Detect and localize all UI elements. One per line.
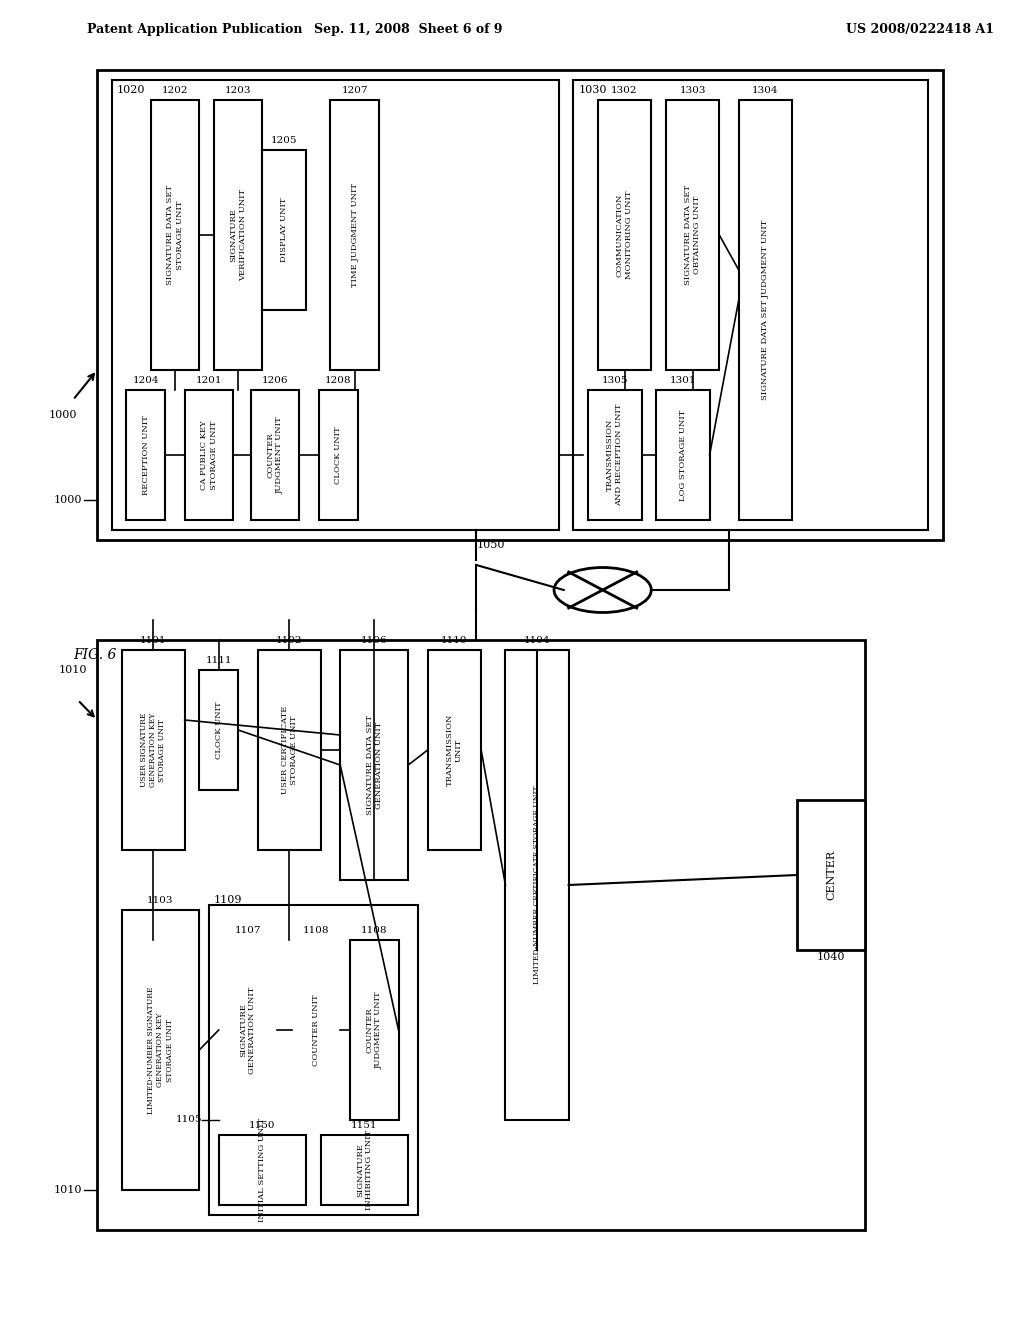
- Text: 1104: 1104: [524, 636, 550, 645]
- Text: FIG. 6: FIG. 6: [73, 648, 117, 663]
- FancyBboxPatch shape: [331, 100, 379, 370]
- FancyBboxPatch shape: [151, 100, 200, 370]
- Text: TIME JUDGMENT UNIT: TIME JUDGMENT UNIT: [351, 183, 358, 286]
- FancyBboxPatch shape: [214, 100, 262, 370]
- Text: 1107: 1107: [234, 927, 261, 935]
- FancyBboxPatch shape: [797, 800, 865, 950]
- Text: 1151: 1151: [351, 1121, 378, 1130]
- Text: DISPLAY UNIT: DISPLAY UNIT: [281, 198, 289, 263]
- FancyBboxPatch shape: [97, 70, 943, 540]
- Text: COMMUNICATION
MONITORING UNIT: COMMUNICATION MONITORING UNIT: [615, 191, 633, 280]
- Text: 1204: 1204: [132, 376, 159, 385]
- Text: USER CERTIFICATE
STORAGE UNIT: USER CERTIFICATE STORAGE UNIT: [281, 706, 298, 795]
- Text: 1102: 1102: [275, 636, 302, 645]
- FancyBboxPatch shape: [122, 649, 184, 850]
- Text: 1111: 1111: [206, 656, 232, 665]
- Text: Patent Application Publication: Patent Application Publication: [87, 24, 303, 37]
- Text: CLOCK UNIT: CLOCK UNIT: [215, 701, 222, 759]
- Text: 1301: 1301: [670, 376, 696, 385]
- Text: 1010: 1010: [54, 1185, 83, 1195]
- Text: CENTER: CENTER: [826, 850, 836, 900]
- Text: 1202: 1202: [162, 86, 188, 95]
- FancyBboxPatch shape: [506, 649, 568, 1119]
- Text: SIGNATURE DATA SET
GENERATION UNIT: SIGNATURE DATA SET GENERATION UNIT: [366, 715, 383, 814]
- FancyBboxPatch shape: [200, 671, 239, 789]
- Text: TRANSMISSION
UNIT: TRANSMISSION UNIT: [445, 714, 463, 787]
- Text: SIGNATURE
VERIFICATION UNIT: SIGNATURE VERIFICATION UNIT: [229, 189, 247, 281]
- Text: LIMITED-NUMBER CERTIFICATE STORAGE UNIT: LIMITED-NUMBER CERTIFICATE STORAGE UNIT: [534, 785, 541, 985]
- Text: 1030: 1030: [579, 84, 607, 95]
- FancyBboxPatch shape: [588, 389, 641, 520]
- Text: 1108: 1108: [361, 927, 387, 935]
- Text: 1020: 1020: [117, 84, 145, 95]
- FancyBboxPatch shape: [656, 389, 710, 520]
- Text: 1150: 1150: [249, 1121, 275, 1130]
- FancyBboxPatch shape: [262, 150, 306, 310]
- FancyBboxPatch shape: [112, 81, 559, 531]
- FancyBboxPatch shape: [573, 81, 929, 531]
- FancyBboxPatch shape: [598, 100, 651, 370]
- Text: 1206: 1206: [262, 376, 289, 385]
- Text: SIGNATURE DATA SET JUDGMENT UNIT: SIGNATURE DATA SET JUDGMENT UNIT: [762, 220, 769, 400]
- FancyBboxPatch shape: [321, 1135, 409, 1205]
- Text: LIMITED-NUMBER SIGNATURE
GENERATION KEY
STORAGE UNIT: LIMITED-NUMBER SIGNATURE GENERATION KEY …: [147, 986, 174, 1114]
- FancyBboxPatch shape: [318, 389, 357, 520]
- FancyBboxPatch shape: [209, 906, 418, 1214]
- Text: 1010: 1010: [58, 665, 87, 675]
- Text: 1109: 1109: [214, 895, 243, 906]
- Text: 1105: 1105: [176, 1115, 202, 1125]
- FancyBboxPatch shape: [126, 389, 165, 520]
- FancyBboxPatch shape: [292, 940, 340, 1119]
- Ellipse shape: [554, 568, 651, 612]
- Text: 1000: 1000: [49, 411, 78, 420]
- FancyBboxPatch shape: [666, 100, 719, 370]
- Text: SIGNATURE
INHIBITING UNIT: SIGNATURE INHIBITING UNIT: [356, 1130, 373, 1210]
- Text: COUNTER
JUDGMENT UNIT: COUNTER JUDGMENT UNIT: [366, 991, 383, 1069]
- Text: 1303: 1303: [679, 86, 706, 95]
- Text: 1110: 1110: [441, 636, 468, 645]
- FancyBboxPatch shape: [251, 389, 299, 520]
- Text: 1208: 1208: [325, 376, 351, 385]
- Text: 1302: 1302: [611, 86, 638, 95]
- FancyBboxPatch shape: [97, 640, 865, 1230]
- Text: LOG STORAGE UNIT: LOG STORAGE UNIT: [679, 409, 687, 500]
- Text: 1201: 1201: [196, 376, 222, 385]
- Text: 1000: 1000: [54, 495, 83, 506]
- Text: 1207: 1207: [342, 86, 368, 95]
- FancyBboxPatch shape: [350, 940, 398, 1119]
- Text: RECEPTION UNIT: RECEPTION UNIT: [141, 414, 150, 495]
- Text: USER SIGNATURE
GENERATION KEY
STORAGE UNIT: USER SIGNATURE GENERATION KEY STORAGE UN…: [140, 713, 166, 787]
- Text: 1304: 1304: [753, 86, 778, 95]
- Text: CLOCK UNIT: CLOCK UNIT: [334, 426, 342, 484]
- FancyBboxPatch shape: [738, 100, 793, 520]
- Text: CA PUBLIC KEY
STORAGE UNIT: CA PUBLIC KEY STORAGE UNIT: [201, 420, 217, 490]
- FancyBboxPatch shape: [219, 1135, 306, 1205]
- Text: US 2008/0222418 A1: US 2008/0222418 A1: [846, 24, 993, 37]
- Text: Sep. 11, 2008  Sheet 6 of 9: Sep. 11, 2008 Sheet 6 of 9: [314, 24, 503, 37]
- Text: SIGNATURE DATA SET
OBTAINING UNIT: SIGNATURE DATA SET OBTAINING UNIT: [684, 185, 701, 285]
- Text: INITIAL SETTING UNIT: INITIAL SETTING UNIT: [258, 1118, 266, 1222]
- Text: 1101: 1101: [140, 636, 166, 645]
- FancyBboxPatch shape: [340, 649, 409, 880]
- Text: 1305: 1305: [601, 376, 628, 385]
- FancyBboxPatch shape: [184, 389, 233, 520]
- Text: SIGNATURE DATA SET
STORAGE UNIT: SIGNATURE DATA SET STORAGE UNIT: [166, 185, 183, 285]
- FancyBboxPatch shape: [428, 649, 481, 850]
- FancyBboxPatch shape: [258, 649, 321, 850]
- Text: COUNTER
JUDGMENT UNIT: COUNTER JUDGMENT UNIT: [266, 416, 284, 494]
- FancyBboxPatch shape: [122, 909, 200, 1191]
- Text: 1103: 1103: [147, 896, 174, 906]
- Text: TRANSMISSION
AND RECEPTION UNIT: TRANSMISSION AND RECEPTION UNIT: [606, 404, 624, 507]
- Text: 1108: 1108: [303, 927, 329, 935]
- Text: 1050: 1050: [476, 540, 505, 550]
- FancyBboxPatch shape: [219, 940, 278, 1119]
- Text: 1040: 1040: [817, 952, 846, 962]
- Text: SIGNATURE
GENERATION UNIT: SIGNATURE GENERATION UNIT: [240, 986, 256, 1073]
- Text: 1106: 1106: [361, 636, 387, 645]
- Text: COUNTER UNIT: COUNTER UNIT: [312, 994, 319, 1065]
- Text: 1203: 1203: [225, 86, 252, 95]
- Text: 1205: 1205: [271, 136, 298, 145]
